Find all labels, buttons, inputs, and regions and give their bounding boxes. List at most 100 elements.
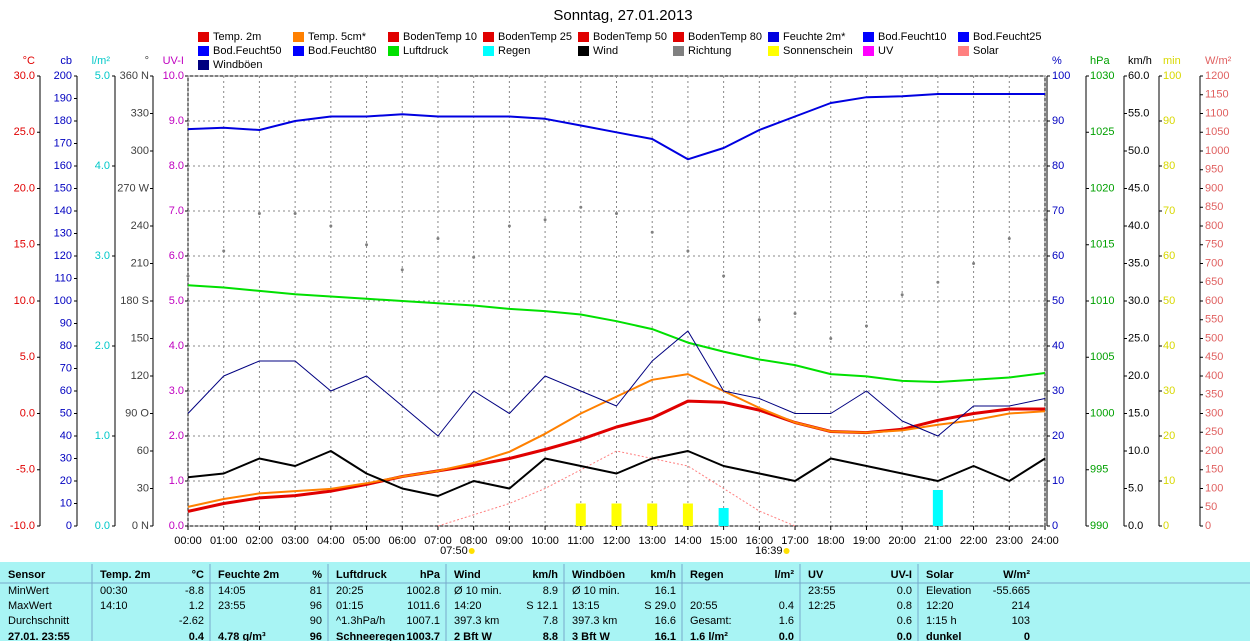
direction-dot [222,249,226,253]
y-tick-label: 990 [1090,520,1108,532]
y-tick-label: 200 [54,70,72,82]
y-tick-label: 240 [131,220,149,232]
axis-unit: % [1052,55,1062,67]
table-cell: Ø 10 min. [454,585,502,597]
table-cell: 8.8 [543,631,558,641]
y-tick-label: 2.0 [95,340,110,352]
legend-label: Bod.Feucht80 [308,45,377,57]
table-cell: Regen [690,569,724,581]
table-cell: S 29.0 [644,600,676,612]
table-cell: Schneeregen [336,631,405,641]
table-cell: -8.8 [185,585,204,597]
legend-swatch [958,46,969,56]
table-cell: 214 [1012,600,1030,612]
y-tick-label: 1025 [1090,126,1114,138]
y-tick-label: 20 [1163,430,1175,442]
legend-label: BodenTemp 50 [593,31,667,43]
x-tick-label: 12:00 [603,535,631,547]
x-tick-label: 23:00 [996,535,1024,547]
y-tick-label: 1005 [1090,351,1114,363]
table-cell: 16.1 [655,585,676,597]
y-tick-label: 650 [1205,276,1223,288]
y-tick-label: 50.0 [1128,145,1149,157]
legend-swatch [673,46,684,56]
table-cell: W/m² [1003,569,1030,581]
y-tick-label: 7.0 [169,205,184,217]
y-tick-label: 1.0 [169,475,184,487]
y-tick-label: 50 [1052,295,1064,307]
y-tick-label: -10.0 [10,520,35,532]
legend-swatch [578,46,589,56]
table-cell: 103 [1012,615,1030,627]
y-tick-label: 0 [1205,520,1211,532]
table-cell: Windböen [572,569,625,581]
y-tick-label: 350 [1205,389,1223,401]
y-tick-label: 1020 [1090,182,1114,194]
table-cell: 12:20 [926,600,954,612]
y-tick-label: 30 [1163,385,1175,397]
table-cell: Luftdruck [336,569,388,581]
table-cell: 0.8 [897,600,912,612]
y-tick-label: 4.0 [169,340,184,352]
table-background [0,562,1250,641]
table-cell: 96 [310,631,322,641]
y-tick-label: 45.0 [1128,182,1149,194]
table-cell: 90 [310,615,322,627]
legend-swatch [293,32,304,42]
y-tick-label: 60.0 [1128,70,1149,82]
y-tick-label: 130 [54,227,72,239]
table-cell: 4.78 g/m³ [218,631,266,641]
y-tick-label: 5.0 [1128,482,1143,494]
direction-dot [400,268,404,272]
y-tick-label: 3.0 [169,385,184,397]
y-tick-label: 1015 [1090,239,1114,251]
series-line [187,330,1046,437]
table-cell: S 12.1 [526,600,558,612]
table-cell: km/h [650,569,676,581]
y-tick-label: -5.0 [16,464,35,476]
direction-dot [579,205,583,209]
legend-swatch [483,46,494,56]
sunrise-label: 07:50 [440,545,468,557]
y-tick-label: 270 W [117,182,149,194]
axis-unit: cb [60,55,72,67]
legend-label: BodenTemp 25 [498,31,572,43]
table-cell: 0.0 [897,631,912,641]
bar [647,503,658,526]
table-cell: Wind [454,569,481,581]
y-tick-label: 0 N [132,520,149,532]
sunrise-dot [468,548,475,554]
y-tick-label: 110 [54,272,72,284]
y-tick-label: 750 [1205,239,1223,251]
y-tick-label: 100 [54,295,72,307]
legend-label: Bod.Feucht50 [213,45,282,57]
table-cell: % [312,569,322,581]
table-cell: hPa [420,569,441,581]
y-tick-label: 5.0 [95,70,110,82]
table-cell: Ø 10 min. [572,585,620,597]
y-tick-label: 20.0 [1128,370,1149,382]
y-tick-label: 40 [60,430,72,442]
y-tick-label: 0 [1163,520,1169,532]
series-line [187,399,1045,513]
table-cell: 8.9 [543,585,558,597]
y-tick-label: 190 [54,92,72,104]
y-tick-label: 10 [1163,475,1175,487]
chart-title: Sonntag, 27.01.2013 [553,7,692,24]
legend-label: Feuchte 2m* [783,31,846,43]
y-tick-label: 80 [60,340,72,352]
table-cell: 27.01. 23:55 [8,631,70,641]
y-tick-label: 300 [1205,407,1223,419]
table-cell: °C [192,569,204,581]
series-line [187,93,1045,161]
y-tick-label: 50 [1163,295,1175,307]
y-tick-label: 100 [1163,70,1181,82]
y-tick-label: 200 [1205,445,1223,457]
table-cell: dunkel [926,631,961,641]
table-cell: -2.62 [179,615,204,627]
table-cell: 14:05 [218,585,246,597]
direction-dot [864,324,868,328]
table-cell: Durchschnitt [8,615,69,627]
x-tick-label: 19:00 [853,535,881,547]
table-cell: 0.4 [189,631,205,641]
